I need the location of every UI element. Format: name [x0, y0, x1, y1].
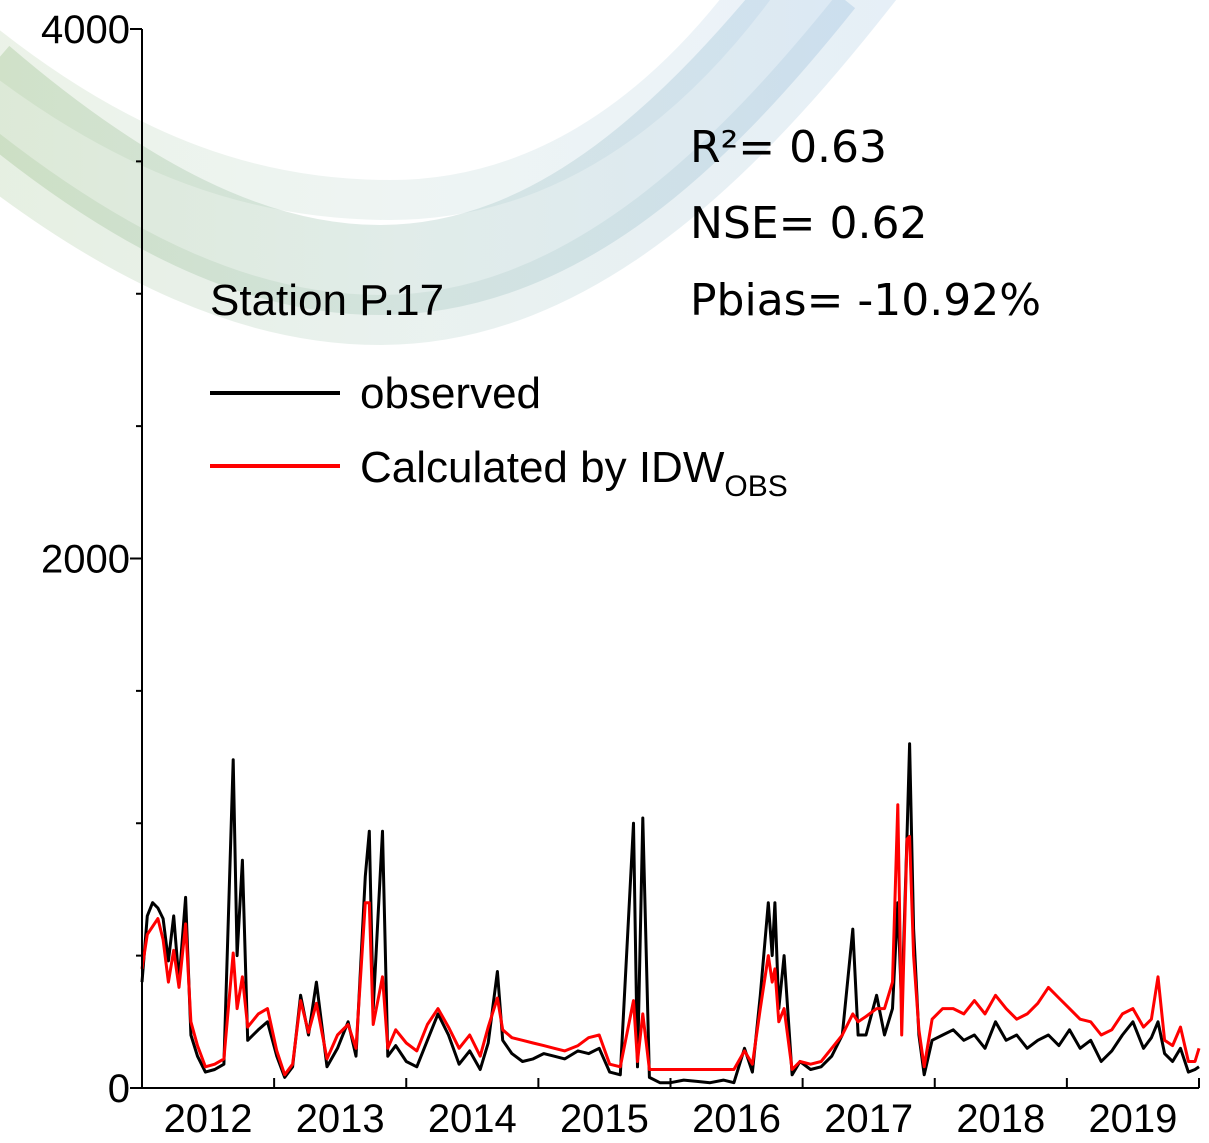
station-label: Station P.17: [210, 276, 444, 325]
y-tick-label: 2000: [41, 538, 130, 582]
stat-r2: R²= 0.63: [690, 122, 887, 173]
x-tick-label: 2012: [164, 1097, 253, 1141]
x-tick-label: 2018: [956, 1097, 1045, 1141]
legend: observed Calculated by IDWOBS: [210, 369, 788, 503]
series-line: [140, 803, 1201, 1077]
x-tick-label: 2016: [692, 1097, 781, 1141]
background-swoosh: [0, 0, 897, 346]
series-line: [140, 742, 1200, 1085]
y-tick-label: 0: [108, 1067, 130, 1111]
y-tick-label: 4000: [41, 8, 130, 52]
axes: 0 2000 4000 2012 2013 2014 2015 2016 2017 2018 201…: [41, 8, 1201, 1141]
legend-label-main: Calculated by IDW: [360, 443, 725, 492]
x-tick-label: 2014: [428, 1097, 517, 1141]
x-tick-label: 2013: [296, 1097, 385, 1141]
stat-nse: NSE= 0.62: [690, 198, 927, 249]
legend-label-subscript: OBS: [724, 470, 787, 503]
x-tick-label: 2015: [560, 1097, 649, 1141]
x-tick-label: 2017: [824, 1097, 913, 1141]
stat-pbias: Pbias= -10.92%: [690, 275, 1041, 326]
legend-label: Calculated by IDWOBS: [360, 443, 788, 503]
x-tick-label: 2019: [1088, 1097, 1177, 1141]
legend-label: observed: [360, 369, 541, 418]
